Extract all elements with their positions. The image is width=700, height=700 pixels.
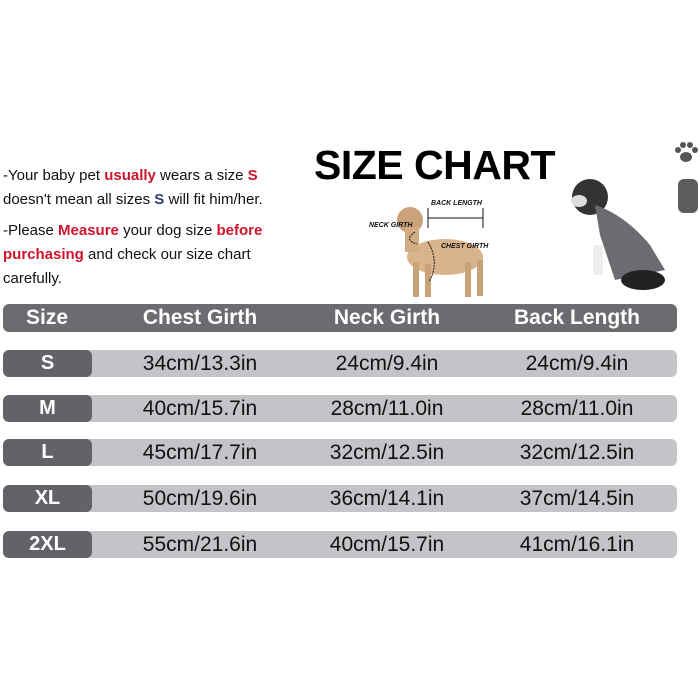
highlight: before xyxy=(216,222,263,239)
highlight: S xyxy=(247,167,258,184)
back-length-line xyxy=(427,208,484,228)
size-label: S xyxy=(3,350,92,377)
chest-girth-cell: 50cm/19.6in xyxy=(142,486,258,510)
neck-girth-label: NECK GIRTH xyxy=(369,222,413,229)
neck-girth-cell: 32cm/12.5in xyxy=(329,440,445,464)
table-row: L 45cm/17.7in 32cm/12.5in 32cm/12.5in xyxy=(3,439,677,466)
note-line-2: doesn't mean all sizes S will fit him/he… xyxy=(3,188,263,212)
coat-thumbnail xyxy=(678,179,698,213)
chest-girth-line xyxy=(427,241,435,283)
note-line-5: carefully. xyxy=(3,270,62,287)
chest-girth-cell: 40cm/15.7in xyxy=(142,396,258,420)
dog-front-leg xyxy=(593,245,603,275)
neck-girth-line xyxy=(409,231,418,245)
back-length-label: BACK LENGTH xyxy=(431,200,483,207)
table-row: M 40cm/15.7in 28cm/11.0in 28cm/11.0in xyxy=(3,395,677,422)
table-row: XL 50cm/19.6in 36cm/14.1in 37cm/14.5in xyxy=(3,485,677,512)
text: and check our size chart xyxy=(83,246,251,263)
table-header: Size Chest Girth Neck Girth Back Length xyxy=(3,304,677,332)
back-length-cell: 32cm/12.5in xyxy=(519,440,635,464)
note-line-3: -Please Measure your dog size before xyxy=(3,219,262,243)
dog-legs xyxy=(621,270,665,290)
text: will fit him/her. xyxy=(164,191,263,208)
text: -Your baby pet xyxy=(3,167,105,184)
header-chest-girth: Chest Girth xyxy=(142,306,258,329)
dog-neck xyxy=(405,227,419,252)
highlight: usually xyxy=(104,167,156,184)
chest-girth-cell: 55cm/21.6in xyxy=(142,532,258,556)
note-line-1: -Your baby pet usually wears a size S xyxy=(3,164,258,188)
back-length-cell: 37cm/14.5in xyxy=(519,486,635,510)
neck-girth-cell: 36cm/14.1in xyxy=(329,486,445,510)
highlight: S xyxy=(154,191,165,208)
text: -Please xyxy=(3,222,59,239)
back-length-cell: 28cm/11.0in xyxy=(520,396,634,420)
header-back-length: Back Length xyxy=(513,306,641,329)
size-label: XL xyxy=(3,485,92,512)
text: doesn't mean all sizes xyxy=(3,191,155,208)
neck-girth-cell: 28cm/11.0in xyxy=(330,396,444,420)
dog-leg xyxy=(477,260,483,296)
size-label: L xyxy=(3,439,92,466)
paw-icon xyxy=(675,142,698,162)
size-label: 2XL xyxy=(3,531,92,558)
highlight: purchasing xyxy=(3,246,84,263)
dog-head xyxy=(397,207,423,233)
chest-girth-cell: 45cm/17.7in xyxy=(142,440,258,464)
back-length-cell: 41cm/16.1in xyxy=(519,532,635,556)
note-line-4: purchasing and check our size chart xyxy=(3,243,251,267)
dog-leg xyxy=(425,264,431,297)
chest-girth-cell: 34cm/13.3in xyxy=(142,351,258,375)
table-row: 2XL 55cm/21.6in 40cm/15.7in 41cm/16.1in xyxy=(3,531,677,558)
size-label: M xyxy=(3,395,92,422)
neck-girth-cell: 24cm/9.4in xyxy=(335,351,439,375)
text: your dog size xyxy=(118,222,217,239)
text: wears a size xyxy=(155,167,248,184)
header-size: Size xyxy=(25,306,69,329)
table-row: S 34cm/13.3in 24cm/9.4in 24cm/9.4in xyxy=(3,350,677,377)
chest-girth-label: CHEST GIRTH xyxy=(441,243,489,250)
dog-in-coat-image xyxy=(571,179,665,290)
header-neck-girth: Neck Girth xyxy=(333,306,441,329)
dog-leg xyxy=(413,262,419,297)
highlight: Measure xyxy=(58,222,119,239)
dog-face xyxy=(571,195,587,207)
dog-measure-diagram: BACK LENGTH NECK GIRTH CHEST GIRTH xyxy=(369,200,489,297)
neck-girth-cell: 40cm/15.7in xyxy=(329,532,445,556)
page-title: SIZE CHART xyxy=(314,142,556,188)
coat xyxy=(595,205,665,280)
dog-leg xyxy=(465,262,471,297)
back-length-cell: 24cm/9.4in xyxy=(525,351,629,375)
